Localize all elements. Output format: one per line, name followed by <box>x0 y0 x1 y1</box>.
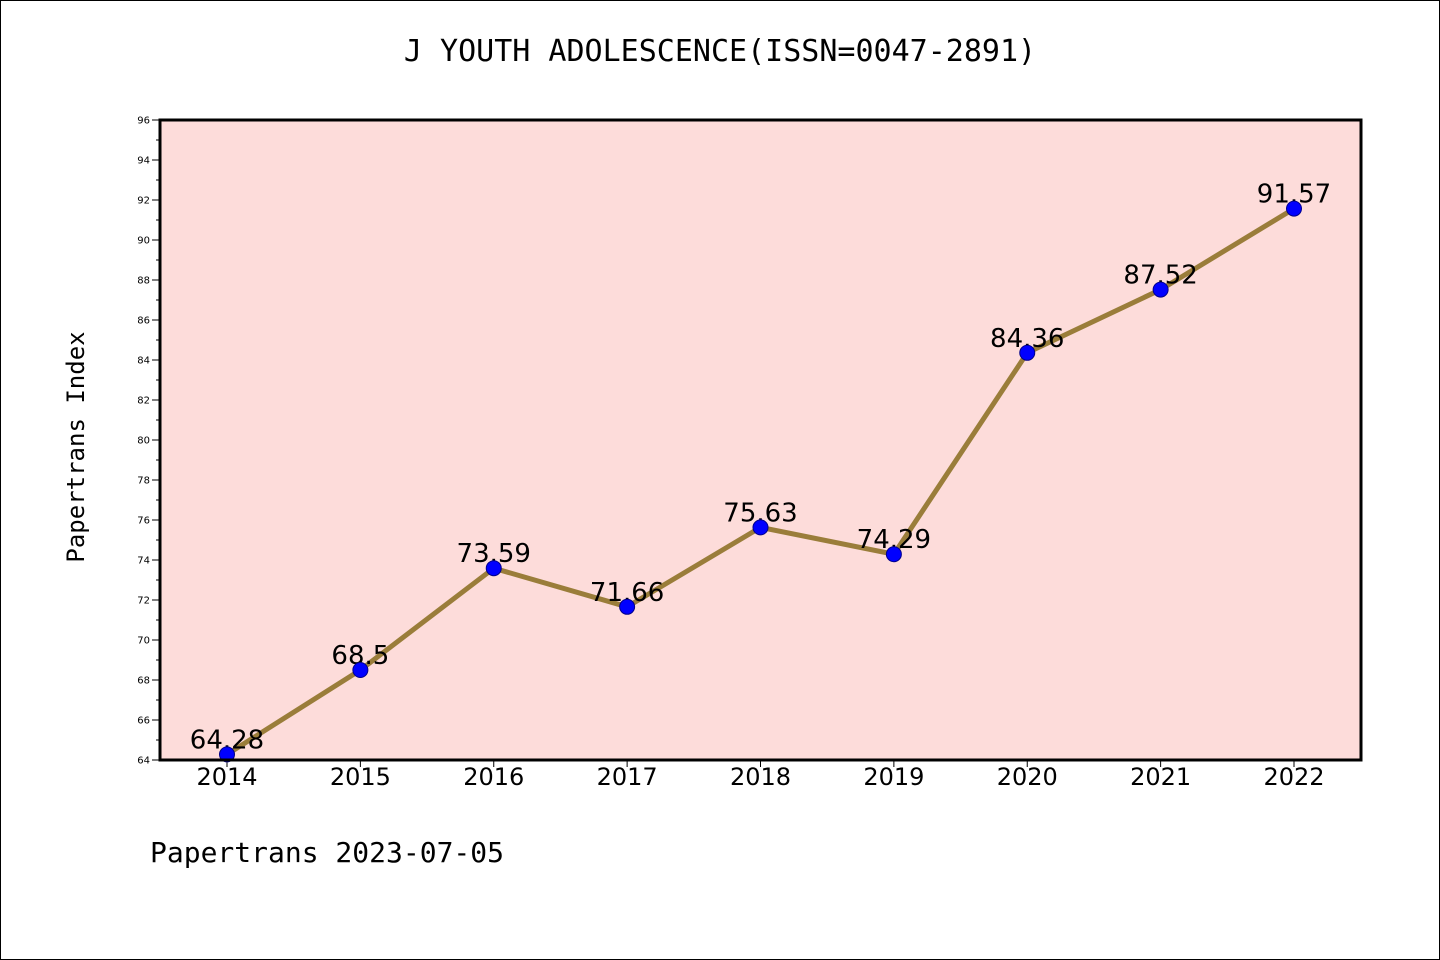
data-point <box>219 746 235 763</box>
x-tick-label: 2017 <box>597 763 658 791</box>
y-tick-label: 64 <box>137 756 150 767</box>
y-tick-label: 84 <box>137 356 150 367</box>
plot-area <box>160 120 1361 760</box>
chart-title: J YOUTH ADOLESCENCE(ISSN=0047-2891) <box>403 34 1037 69</box>
y-tick-label: 72 <box>137 596 150 607</box>
y-tick-label: 66 <box>137 716 150 727</box>
data-point <box>1152 281 1169 298</box>
data-point <box>1286 200 1302 217</box>
plot-border <box>158 118 1363 762</box>
y-tick-label: 92 <box>137 196 150 207</box>
x-tick-label: 2019 <box>863 763 924 791</box>
x-tick-label: 2015 <box>330 763 391 791</box>
x-tick-label: 2016 <box>463 763 524 791</box>
y-tick-label: 74 <box>137 556 150 567</box>
y-tick-label: 76 <box>137 516 150 527</box>
y-tick-label: 78 <box>137 476 150 487</box>
y-tick-label: 90 <box>137 236 150 247</box>
data-point <box>485 560 502 577</box>
y-tick-label: 70 <box>137 636 150 647</box>
y-tick-label: 88 <box>137 276 150 287</box>
data-point <box>1019 344 1036 361</box>
y-tick-label: 96 <box>137 116 150 127</box>
data-point <box>885 546 902 563</box>
y-tick-label: 80 <box>137 436 150 447</box>
data-point <box>352 662 369 678</box>
data-point <box>752 519 769 536</box>
x-tick-label: 2018 <box>730 763 791 791</box>
data-point <box>619 598 636 615</box>
x-tick-label: 2022 <box>1263 763 1324 791</box>
footer-text: Papertrans 2023-07-05 <box>150 836 505 869</box>
y-tick-label: 86 <box>137 316 150 327</box>
y-tick-label: 68 <box>137 676 150 687</box>
y-tick-label: 94 <box>137 156 150 167</box>
y-tick-label: 82 <box>137 396 150 407</box>
x-tick-label: 2020 <box>997 763 1058 791</box>
x-tick-label: 2021 <box>1130 763 1191 791</box>
x-tick-label: 2014 <box>196 763 257 791</box>
